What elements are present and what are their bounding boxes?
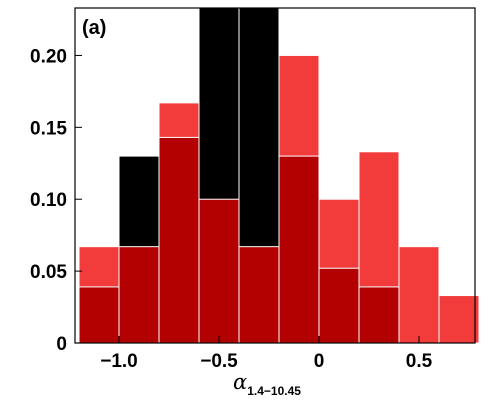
x-tick-label: −0.5 bbox=[200, 351, 238, 372]
histogram-bar bbox=[158, 136, 200, 344]
y-tick-label: 0.10 bbox=[30, 190, 67, 211]
histogram-bar bbox=[318, 267, 360, 344]
histogram-bar bbox=[238, 246, 280, 344]
histogram-bar bbox=[198, 198, 240, 344]
panel-label: (a) bbox=[82, 17, 106, 39]
x-tick-label: 0.5 bbox=[406, 351, 433, 372]
y-tick-label: 0 bbox=[56, 334, 67, 355]
histogram-bar bbox=[118, 246, 160, 344]
histogram-bar bbox=[398, 246, 440, 344]
x-axis-label-symbol: α bbox=[233, 370, 247, 394]
x-axis-label: α1.4−10.45 bbox=[233, 370, 301, 398]
histogram-bar bbox=[278, 155, 320, 344]
y-tick-label: 0.05 bbox=[30, 262, 67, 283]
x-axis-label-subscript: 1.4−10.45 bbox=[247, 384, 301, 398]
histogram-bars bbox=[78, 7, 480, 344]
histogram-bar bbox=[438, 295, 480, 344]
plot-frame bbox=[74, 7, 476, 344]
axis-ticks: −1.0 −0.5 0 0.5 0 0.05 0.10 0.15 0.20 bbox=[30, 46, 433, 372]
x-tick-label: −1.0 bbox=[100, 351, 138, 372]
histogram-bar bbox=[358, 286, 400, 344]
x-tick-label: 0 bbox=[314, 351, 325, 372]
y-tick-label: 0.15 bbox=[30, 118, 67, 139]
histogram-bar bbox=[78, 286, 120, 344]
y-tick-label: 0.20 bbox=[30, 46, 67, 67]
